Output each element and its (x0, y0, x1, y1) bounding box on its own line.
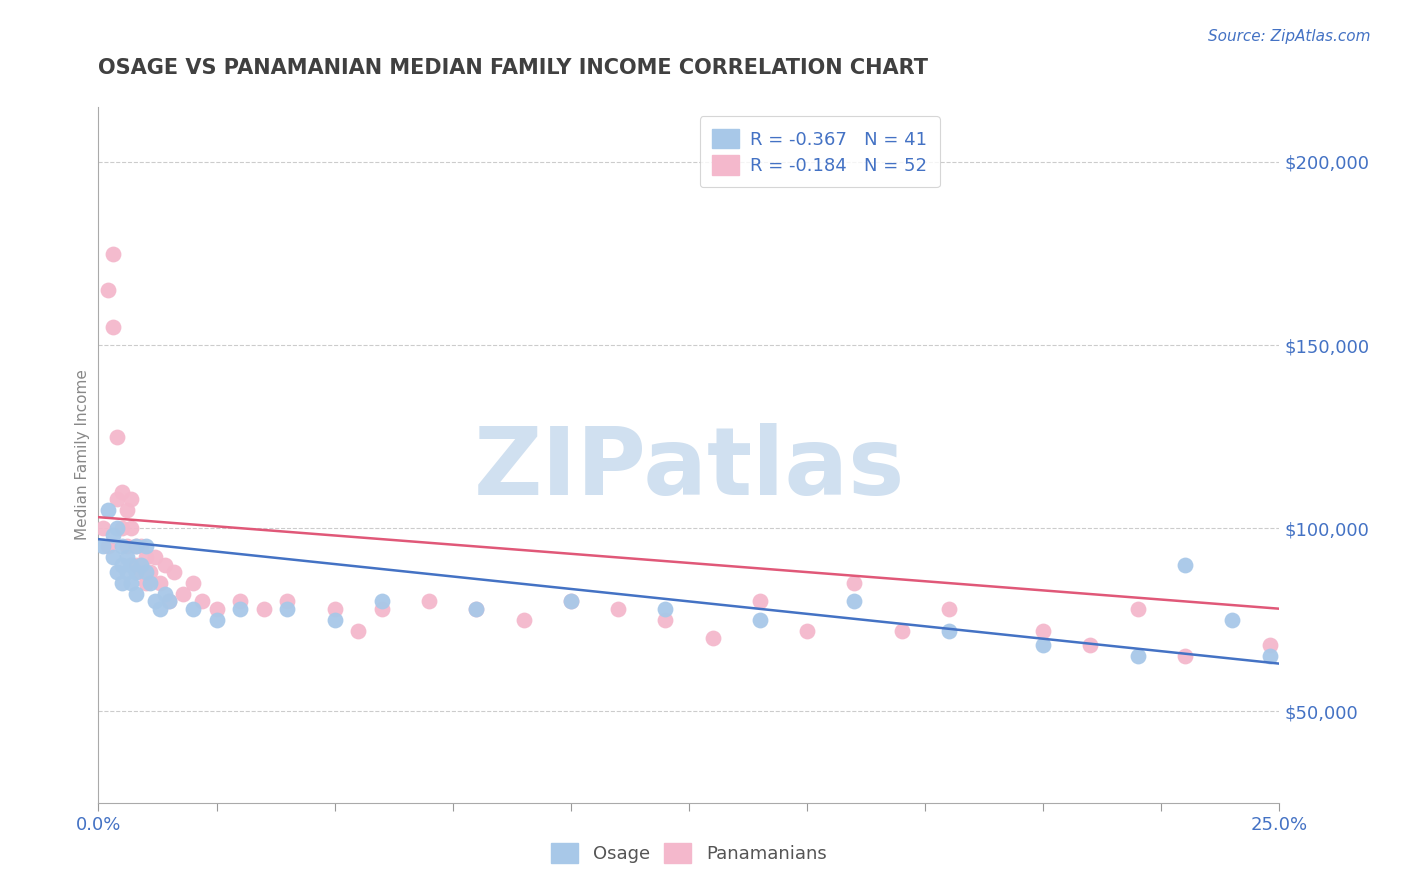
Point (654, 613, 676, 627)
Point (125, 558, 148, 572)
Point (205, 613, 228, 627)
Point (172, 587, 194, 601)
Point (1174, 649, 1197, 664)
Point (111, 540, 134, 554)
Text: Source: ZipAtlas.com: Source: ZipAtlas.com (1208, 29, 1371, 44)
Point (748, 594, 770, 608)
Point (97, 540, 120, 554)
Point (129, 540, 152, 554)
Point (121, 521, 143, 535)
Text: ZIPatlas: ZIPatlas (474, 423, 904, 515)
Point (560, 594, 582, 608)
Point (125, 540, 148, 554)
Point (139, 576, 162, 591)
Point (115, 565, 138, 579)
Point (135, 550, 157, 565)
Point (149, 601, 172, 615)
Point (371, 601, 394, 615)
Point (101, 246, 124, 260)
Point (1080, 638, 1102, 652)
Point (938, 624, 960, 638)
Point (276, 594, 298, 608)
Point (91, 521, 114, 535)
Point (323, 601, 346, 615)
Point (111, 484, 134, 499)
Point (143, 550, 166, 565)
Point (105, 521, 128, 535)
Point (191, 594, 214, 608)
Point (702, 631, 724, 645)
Point (101, 528, 124, 542)
Point (796, 624, 818, 638)
Legend: Osage, Panamanians: Osage, Panamanians (540, 832, 838, 874)
Point (129, 558, 152, 572)
Point (101, 319, 124, 334)
Point (105, 565, 128, 579)
Point (111, 521, 134, 535)
Point (97, 283, 120, 297)
Y-axis label: Median Family Income: Median Family Income (75, 369, 90, 541)
Point (163, 565, 186, 579)
Point (121, 558, 143, 572)
Point (654, 601, 676, 615)
Point (1126, 601, 1149, 615)
Point (181, 576, 204, 591)
Point (1032, 624, 1054, 638)
Point (276, 601, 298, 615)
Point (1258, 638, 1281, 652)
Point (157, 594, 180, 608)
Point (465, 601, 488, 615)
Point (129, 565, 152, 579)
Point (135, 565, 157, 579)
Point (111, 576, 134, 591)
Point (157, 594, 180, 608)
Point (91, 540, 114, 554)
Point (111, 558, 134, 572)
Point (229, 594, 252, 608)
Point (1126, 649, 1149, 664)
Point (347, 624, 370, 638)
Point (181, 601, 204, 615)
Point (748, 613, 770, 627)
Point (105, 429, 128, 443)
Point (153, 587, 176, 601)
Point (1220, 613, 1243, 627)
Point (149, 576, 172, 591)
Point (125, 565, 148, 579)
Point (139, 565, 162, 579)
Point (560, 594, 582, 608)
Point (512, 613, 534, 627)
Point (465, 601, 488, 615)
Point (844, 576, 866, 591)
Point (125, 587, 148, 601)
Point (135, 540, 157, 554)
Point (135, 576, 157, 591)
Point (105, 491, 128, 506)
Text: OSAGE VS PANAMANIAN MEDIAN FAMILY INCOME CORRELATION CHART: OSAGE VS PANAMANIAN MEDIAN FAMILY INCOME… (98, 58, 928, 78)
Point (323, 613, 346, 627)
Point (143, 594, 166, 608)
Point (115, 550, 138, 565)
Point (153, 558, 176, 572)
Point (253, 601, 276, 615)
Point (371, 594, 394, 608)
Point (121, 576, 143, 591)
Point (121, 491, 143, 506)
Point (115, 503, 138, 517)
Point (890, 624, 912, 638)
Point (205, 601, 228, 615)
Point (1174, 558, 1197, 572)
Point (844, 594, 866, 608)
Point (229, 601, 252, 615)
Point (101, 550, 124, 565)
Point (938, 601, 960, 615)
Point (1258, 649, 1281, 664)
Point (418, 594, 440, 608)
Point (97, 503, 120, 517)
Point (125, 540, 148, 554)
Point (1032, 638, 1054, 652)
Point (115, 540, 138, 554)
Point (607, 601, 630, 615)
